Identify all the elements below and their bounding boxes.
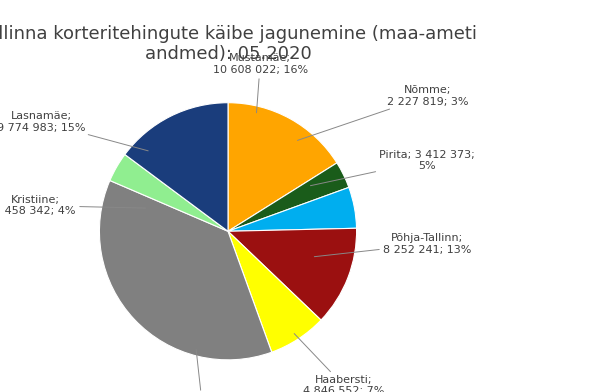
Wedge shape: [125, 103, 228, 231]
Wedge shape: [228, 231, 321, 352]
Wedge shape: [228, 228, 356, 320]
Text: Haabersti;
4 846 552; 7%: Haabersti; 4 846 552; 7%: [294, 334, 385, 392]
Text: Mustamäe;
10 608 022; 16%: Mustamäe; 10 608 022; 16%: [212, 53, 308, 113]
Text: Lasnamäe;
9 774 983; 15%: Lasnamäe; 9 774 983; 15%: [0, 111, 148, 151]
Title: Tallinna korteritehingute käibe jagunemine (maa-ameti
andmed): 05.2020: Tallinna korteritehingute käibe jagunemi…: [0, 25, 477, 64]
Text: Kristiine;
2 458 342; 4%: Kristiine; 2 458 342; 4%: [0, 195, 146, 216]
Text: Pirita; 3 412 373;
5%: Pirita; 3 412 373; 5%: [310, 150, 475, 186]
Text: Põhja-Tallinn;
8 252 241; 13%: Põhja-Tallinn; 8 252 241; 13%: [314, 233, 472, 257]
Wedge shape: [228, 103, 337, 231]
Wedge shape: [228, 163, 349, 231]
Wedge shape: [100, 180, 272, 360]
Text: Nõmme;
2 227 819; 3%: Nõmme; 2 227 819; 3%: [298, 85, 468, 140]
Wedge shape: [228, 187, 356, 231]
Text: Kesklinn;
24 401 947; 37%: Kesklinn; 24 401 947; 37%: [154, 350, 250, 392]
Wedge shape: [110, 154, 228, 231]
